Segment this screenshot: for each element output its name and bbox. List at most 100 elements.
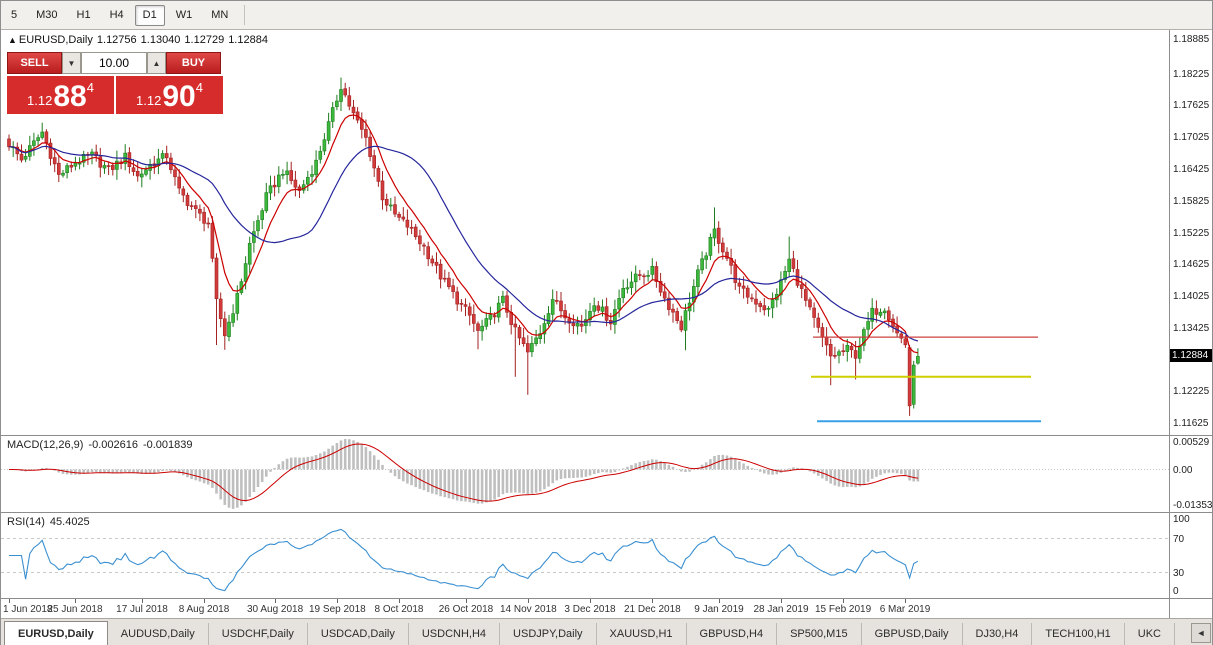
current-price-tag: 1.12884 [1170, 349, 1212, 363]
rsi-indicator-name: RSI(14) [7, 516, 45, 528]
ohlc-close: 1.12884 [228, 34, 268, 46]
date-axis-label: 19 Sep 2018 [309, 604, 366, 615]
sell-price-display[interactable]: 1.12 88 4 [7, 76, 114, 114]
price-pane[interactable]: ▲ EURUSD,Daily 1.12756 1.13040 1.12729 1.1288… [1, 30, 1169, 435]
sell-button[interactable]: SELL [7, 52, 62, 74]
timeframe-buttons: 5 M30 H1 H4 D1 W1 MN [3, 4, 236, 26]
rsi-pane[interactable]: RSI(14) 45.4025 [1, 513, 1169, 598]
sell-price-pipette: 4 [86, 80, 94, 95]
date-axis-label: 9 Jan 2019 [694, 604, 744, 615]
timeframe-toolbar: 5 M30 H1 H4 D1 W1 MN [1, 1, 1212, 30]
timeframe-button-w1[interactable]: W1 [175, 9, 193, 21]
toolbar-separator [244, 5, 246, 25]
tick-direction-up-icon: ▲ [8, 35, 17, 45]
date-axis-label: 3 Dec 2018 [564, 604, 616, 615]
chart-tab-usdcad-daily[interactable]: USDCAD,Daily [308, 623, 409, 645]
one-click-trade-panel: SELL ▼ ▲ BUY 1.12 88 4 1.12 90 4 [7, 52, 225, 114]
buy-price-big-digits: 90 [162, 79, 196, 113]
timeframe-button-h4[interactable]: H4 [109, 9, 124, 21]
ohlc-open: 1.12756 [96, 34, 137, 46]
date-axis-label: 1 Jun 2018 [3, 604, 53, 615]
date-axis-label: 25 Jun 2018 [47, 604, 103, 615]
date-tick-mark [905, 599, 906, 603]
pane-splitter[interactable] [1, 512, 1212, 513]
date-tick-mark [652, 599, 653, 603]
buy-price-pipette: 4 [195, 80, 203, 95]
date-axis-label: 17 Jul 2018 [116, 604, 168, 615]
date-tick-mark [275, 599, 276, 603]
date-tick-mark [399, 599, 400, 603]
chart-symbol-title: EURUSD,Daily [18, 34, 93, 46]
rsi-axis-label: 70 [1173, 533, 1185, 545]
chart-tab-xauusd-h1[interactable]: XAUUSD,H1 [597, 623, 687, 645]
date-tick-mark [204, 599, 205, 603]
timeframe-button-h1[interactable]: H1 [76, 9, 91, 21]
macd-chart-canvas[interactable] [1, 436, 1169, 512]
price-axis-label: 1.12225 [1173, 386, 1210, 398]
sell-price-prefix: 1.12 [27, 93, 53, 108]
date-axis[interactable]: 1 Jun 2018 25 Jun 2018 17 Jul 2018 8 Aug 20… [1, 599, 1169, 618]
chart-tab-ukc[interactable]: UKC [1125, 623, 1175, 645]
pane-splitter[interactable] [1, 435, 1212, 436]
macd-axis-zero: 0.00 [1173, 464, 1193, 476]
date-tick-mark [590, 599, 591, 603]
price-axis-label: 1.18885 [1173, 33, 1210, 45]
chart-tab-gbpusd-h4[interactable]: GBPUSD,H4 [687, 623, 778, 645]
pane-splitter[interactable] [1, 598, 1212, 599]
price-axis-label: 1.14625 [1173, 259, 1210, 271]
chart-tab-gbpusd-daily[interactable]: GBPUSD,Daily [862, 623, 963, 645]
price-axis-label: 1.15225 [1173, 227, 1210, 239]
macd-main-value: -0.002616 [88, 439, 138, 451]
date-axis-label: 26 Oct 2018 [438, 604, 494, 615]
chart-tab-tech100-h1[interactable]: TECH100,H1 [1032, 623, 1125, 645]
date-axis-label: 6 Mar 2019 [879, 604, 931, 615]
timeframe-button-d1[interactable]: D1 [134, 4, 165, 26]
chart-tab-eurusd-daily[interactable]: EURUSD,Daily [4, 621, 108, 645]
price-axis-label: 1.11625 [1173, 418, 1209, 430]
timeframe-button-5[interactable]: 5 [11, 9, 18, 21]
chart-tab-usdcnh-h4[interactable]: USDCNH,H4 [409, 623, 501, 645]
chart-region: ▲ EURUSD,Daily 1.12756 1.13040 1.12729 1.1288… [1, 30, 1212, 618]
chart-tab-dj30-h4[interactable]: DJ30,H4 [963, 623, 1033, 645]
price-axis-label: 1.18225 [1173, 68, 1210, 80]
price-chart-canvas[interactable] [1, 30, 1169, 435]
price-axis-label: 1.17625 [1173, 100, 1210, 112]
rsi-label: RSI(14) 45.4025 [7, 516, 95, 528]
macd-indicator-name: MACD(12,26,9) [7, 439, 84, 451]
chart-header: ▲ EURUSD,Daily 1.12756 1.13040 1.12729 1.1288… [8, 34, 272, 46]
buy-price-prefix: 1.12 [136, 93, 162, 108]
volume-increase-button[interactable]: ▲ [147, 52, 166, 74]
macd-pane[interactable]: MACD(12,26,9) -0.002616 -0.001839 [1, 436, 1169, 512]
volume-decrease-button[interactable]: ▼ [62, 52, 81, 74]
timeframe-button-mn[interactable]: MN [211, 9, 229, 21]
rsi-axis-label: 100 [1173, 514, 1190, 525]
date-tick-mark [9, 599, 10, 603]
date-axis-label: 8 Oct 2018 [374, 604, 424, 615]
chart-tab-usdjpy-daily[interactable]: USDJPY,Daily [500, 623, 597, 645]
date-axis-label: 28 Jan 2019 [753, 604, 809, 615]
chart-tab-sp500-m15[interactable]: SP500,M15 [777, 623, 862, 645]
date-tick-mark [337, 599, 338, 603]
timeframe-button-m30[interactable]: M30 [36, 9, 58, 21]
tab-scroll-left-button[interactable]: ◄ [1191, 623, 1211, 643]
price-axis-label: 1.16425 [1173, 164, 1210, 175]
rsi-axis-label: 30 [1173, 567, 1185, 579]
date-axis-label: 21 Dec 2018 [624, 604, 681, 615]
price-axis-label: 1.13425 [1173, 322, 1210, 334]
macd-signal-value: -0.001839 [142, 439, 193, 451]
macd-axis-max: 0.00529 [1173, 437, 1210, 448]
date-axis-label: 30 Aug 2018 [247, 604, 304, 615]
chart-tab-bar: EURUSD,Daily AUDUSD,Daily USDCHF,Daily USDC… [1, 618, 1212, 645]
date-tick-mark [466, 599, 467, 603]
rsi-chart-canvas[interactable] [1, 513, 1169, 598]
price-axis-label: 1.14025 [1173, 291, 1210, 302]
buy-button[interactable]: BUY [166, 52, 221, 74]
date-tick-mark [75, 599, 76, 603]
chart-tab-usdchf-daily[interactable]: USDCHF,Daily [209, 623, 308, 645]
sell-price-big-digits: 88 [53, 79, 87, 113]
ohlc-high: 1.13040 [140, 34, 181, 46]
date-tick-mark [528, 599, 529, 603]
buy-price-display[interactable]: 1.12 90 4 [116, 76, 223, 114]
volume-input[interactable] [81, 52, 147, 74]
chart-tab-audusd-daily[interactable]: AUDUSD,Daily [108, 623, 209, 645]
